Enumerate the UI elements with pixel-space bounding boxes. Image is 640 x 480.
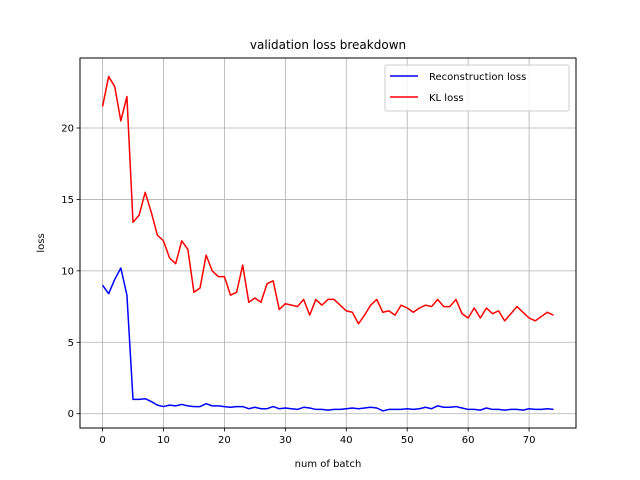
y-tick-label-5: 5 bbox=[68, 338, 74, 349]
x-tick-label-10: 10 bbox=[157, 435, 170, 446]
x-tick-label-60: 60 bbox=[462, 435, 475, 446]
series-group bbox=[101, 75, 554, 412]
y-tick-label-0: 0 bbox=[68, 409, 74, 420]
x-tick-label-40: 40 bbox=[340, 435, 353, 446]
y-axis-label: loss bbox=[36, 233, 47, 252]
y-tick-label-20: 20 bbox=[61, 124, 74, 135]
legend-label-reconstruction-loss: Reconstruction loss bbox=[429, 72, 526, 83]
y-axis: 0 5 10 15 20 bbox=[61, 124, 80, 420]
x-axis-label: num of batch bbox=[295, 459, 362, 470]
chart-title: validation loss breakdown bbox=[250, 38, 406, 52]
legend-box bbox=[384, 64, 570, 112]
x-tick-label-50: 50 bbox=[401, 435, 414, 446]
y-tick-label-10: 10 bbox=[61, 266, 74, 277]
legend: Reconstruction loss KL loss bbox=[384, 64, 570, 112]
x-tick-label-30: 30 bbox=[279, 435, 292, 446]
x-tick-label-0: 0 bbox=[99, 435, 105, 446]
x-axis: 0 10 20 30 40 50 60 70 bbox=[99, 428, 535, 446]
x-tick-label-20: 20 bbox=[218, 435, 231, 446]
series-line-reconstruction-loss bbox=[101, 267, 554, 412]
series-line-kl-loss bbox=[101, 75, 554, 325]
y-tick-label-15: 15 bbox=[61, 195, 74, 206]
legend-label-kl-loss: KL loss bbox=[429, 93, 464, 104]
plot-frame bbox=[79, 57, 577, 429]
x-tick-label-70: 70 bbox=[523, 435, 536, 446]
